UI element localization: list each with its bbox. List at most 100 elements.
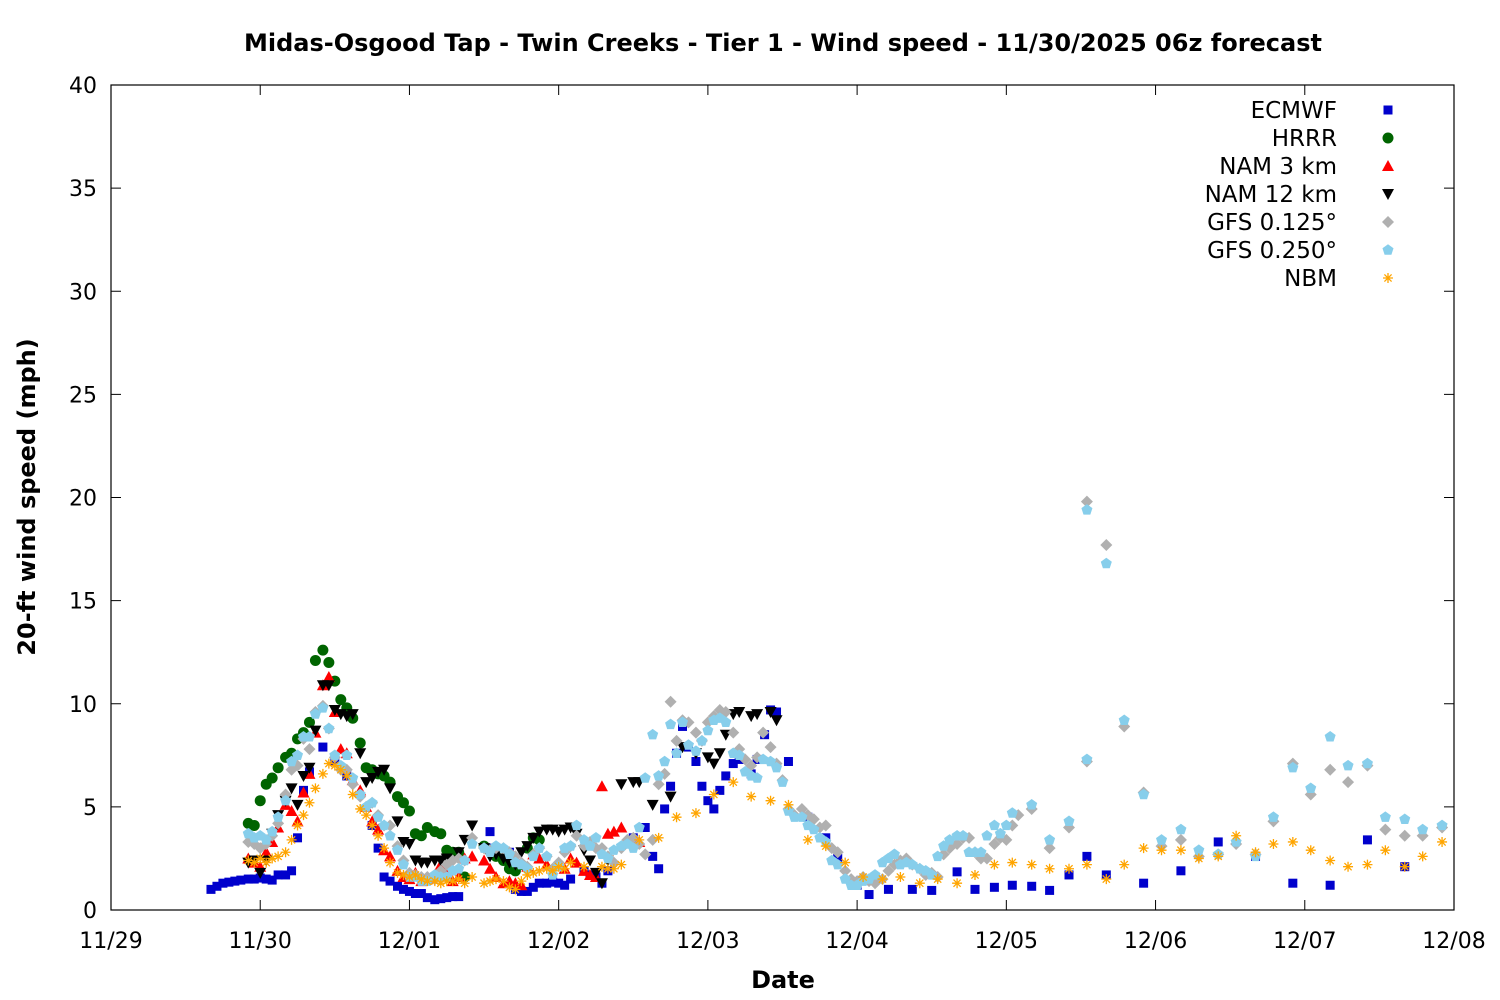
data-point	[334, 743, 347, 755]
data-point	[1193, 853, 1204, 864]
data-point	[1063, 815, 1075, 826]
data-point	[1398, 829, 1411, 842]
data-point	[864, 890, 874, 900]
data-point	[869, 869, 881, 880]
data-point	[728, 759, 738, 769]
data-point	[448, 892, 458, 902]
data-point	[1342, 776, 1355, 789]
data-point	[1250, 847, 1261, 858]
data-point	[521, 862, 533, 874]
data-point	[218, 878, 228, 888]
data-point	[659, 755, 671, 767]
data-point	[1119, 859, 1130, 870]
data-point	[677, 716, 689, 727]
data-point	[547, 865, 558, 876]
data-point	[304, 797, 315, 808]
data-point	[272, 811, 284, 822]
data-point	[1138, 843, 1149, 854]
data-point	[701, 752, 714, 764]
data-point	[771, 761, 783, 773]
data-point	[466, 820, 479, 832]
data-point	[310, 783, 321, 794]
data-point	[236, 875, 246, 885]
data-point	[590, 832, 602, 843]
data-point	[459, 878, 470, 889]
data-point	[293, 833, 303, 843]
data-point	[379, 843, 390, 854]
data-point	[322, 670, 335, 682]
data-point	[783, 799, 794, 810]
data-point	[1156, 845, 1167, 856]
x-tick-label: 12/01	[378, 929, 441, 954]
data-point	[595, 878, 608, 890]
data-point	[554, 878, 564, 888]
data-point	[944, 834, 956, 845]
y-tick-label: 10	[69, 693, 97, 718]
data-point	[527, 832, 540, 844]
data-point	[422, 876, 433, 887]
data-point	[646, 833, 659, 846]
data-point	[435, 828, 447, 840]
data-point	[1064, 870, 1074, 880]
data-point	[1045, 885, 1055, 895]
data-point	[707, 758, 720, 770]
data-point	[266, 772, 278, 784]
data-point	[877, 874, 888, 885]
data-point	[765, 755, 777, 767]
data-point	[261, 857, 272, 868]
data-point	[595, 780, 608, 792]
data-point	[335, 694, 347, 706]
data-point	[1100, 557, 1112, 569]
data-point	[654, 864, 664, 874]
chart-title: Midas-Osgood Tap - Twin Creeks - Tier 1 …	[244, 29, 1322, 57]
legend-marker	[1383, 105, 1393, 115]
data-point	[528, 882, 538, 892]
data-point	[366, 796, 378, 808]
data-point	[715, 785, 725, 795]
data-point	[839, 873, 851, 884]
data-point	[820, 841, 831, 852]
data-point	[533, 842, 545, 853]
legend-marker	[1382, 132, 1394, 144]
data-point	[1436, 819, 1448, 831]
data-point	[682, 739, 695, 750]
data-point	[490, 874, 501, 885]
data-point	[560, 880, 570, 890]
data-point	[303, 716, 315, 728]
y-tick-label: 30	[69, 280, 97, 305]
data-point	[1305, 782, 1317, 793]
data-point	[831, 846, 844, 859]
data-point	[1176, 866, 1186, 876]
data-point	[479, 878, 490, 889]
data-point	[1380, 845, 1391, 856]
data-point	[584, 840, 596, 851]
data-point	[248, 819, 260, 831]
series-gfs-0-250-	[242, 504, 1448, 890]
data-point	[602, 863, 613, 874]
data-point	[571, 819, 583, 831]
data-point	[697, 781, 707, 791]
data-point	[989, 859, 1000, 870]
data-point	[309, 708, 321, 719]
data-point	[795, 802, 808, 815]
data-point	[664, 791, 677, 803]
data-point	[206, 884, 216, 894]
data-point	[608, 863, 619, 874]
x-tick-label: 11/30	[229, 929, 292, 954]
data-point	[385, 876, 395, 886]
data-point	[541, 863, 552, 874]
y-tick-label: 5	[83, 796, 97, 821]
data-point	[832, 858, 844, 870]
data-point	[354, 737, 366, 749]
y-tick-label: 20	[69, 487, 97, 512]
data-point	[317, 702, 329, 713]
x-tick-label: 12/04	[825, 929, 888, 954]
data-point	[516, 876, 527, 887]
legend-marker	[1382, 244, 1394, 255]
data-point	[1399, 813, 1411, 824]
data-point	[341, 770, 352, 781]
data-point	[746, 791, 757, 802]
data-point	[1043, 842, 1056, 855]
data-point	[230, 876, 240, 886]
